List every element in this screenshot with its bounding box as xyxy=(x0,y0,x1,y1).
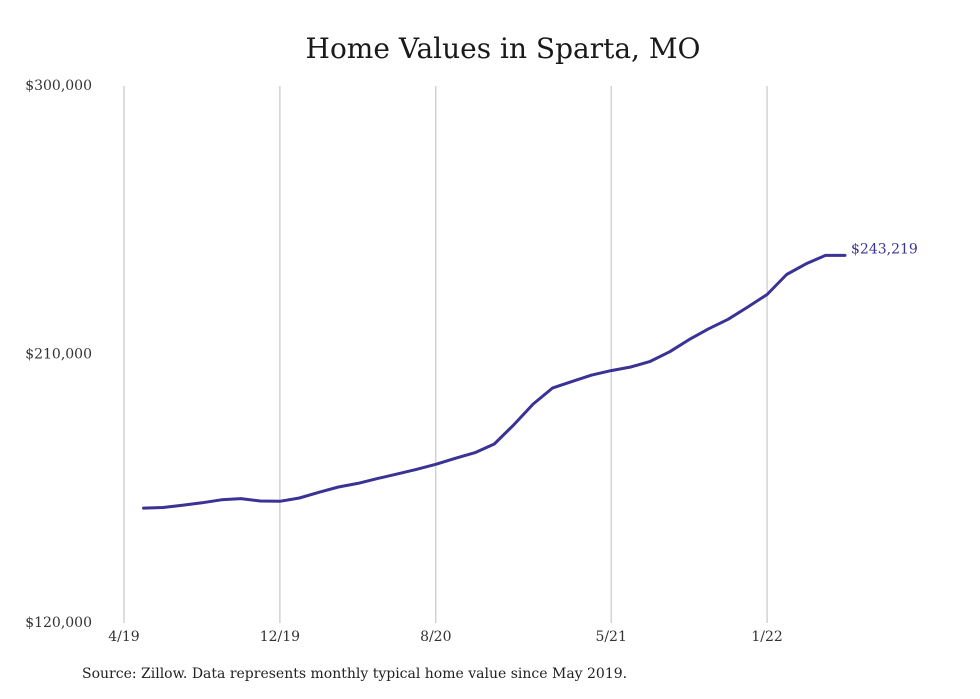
home-value-line xyxy=(142,253,847,510)
y-tick-label: $120,000 xyxy=(25,615,92,631)
x-axis-tick-labels: 4/19 12/19 8/20 5/21 1/22 xyxy=(108,629,783,645)
vertical-gridlines xyxy=(123,86,768,623)
end-value-label: $243,219 xyxy=(851,241,918,257)
y-tick-label: $210,000 xyxy=(25,347,92,363)
y-tick-label: $300,000 xyxy=(25,78,92,94)
source-note: Source: Zillow. Data represents monthly … xyxy=(82,666,628,682)
x-tick-label: 12/19 xyxy=(260,629,300,645)
chart-title: Home Values in Sparta, MO xyxy=(306,32,701,65)
x-tick-label: 8/20 xyxy=(420,629,451,645)
x-tick-label: 1/22 xyxy=(751,629,782,645)
x-tick-label: 4/19 xyxy=(108,629,139,645)
line-chart: Home Values in Sparta, MO $120,000 $210,0… xyxy=(25,32,918,645)
y-axis-tick-labels: $120,000 $210,000 $300,000 xyxy=(25,78,92,631)
x-tick-label: 5/21 xyxy=(595,629,626,645)
